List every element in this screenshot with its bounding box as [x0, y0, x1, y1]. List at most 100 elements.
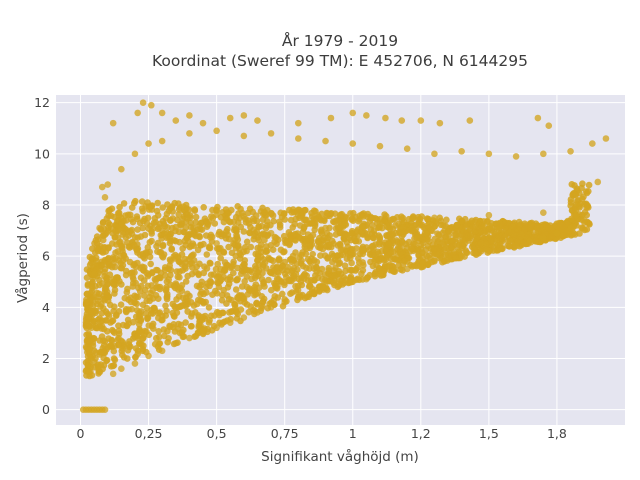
cloud-point: [262, 247, 270, 254]
cloud-point: [225, 218, 233, 225]
data-point-80: [134, 109, 141, 117]
cloud-point: [230, 261, 237, 268]
cloud-point: [111, 290, 118, 297]
cloud-point: [383, 223, 391, 231]
cloud-point: [165, 276, 172, 283]
cloud-point: [95, 366, 102, 374]
cloud-point: [123, 308, 130, 316]
cloud-point: [378, 255, 386, 262]
cloud-point: [160, 220, 168, 228]
cloud-point: [140, 217, 147, 225]
cloud-point: [181, 255, 189, 263]
data-point-66: [376, 142, 384, 150]
x-tick-label-0: 0: [77, 426, 85, 441]
x-axis-label: Signifikant våghöjd (m): [261, 448, 419, 465]
cloud-point: [140, 331, 148, 339]
cloud-point: [187, 299, 195, 306]
cloud-point: [364, 231, 371, 238]
cloud-point: [350, 209, 357, 217]
cloud-point: [568, 215, 575, 223]
cloud-point: [114, 248, 122, 255]
y-axis-label: Vågperiod (s): [14, 213, 31, 303]
cloud-point: [360, 213, 367, 220]
cloud-point: [118, 347, 126, 355]
cloud-point: [247, 287, 255, 295]
cloud-point: [276, 224, 284, 231]
cloud-point: [105, 312, 113, 319]
cloud-point: [482, 228, 489, 235]
cloud-point: [217, 214, 225, 221]
cloud-point: [124, 211, 132, 219]
data-point-14: [93, 245, 101, 252]
cloud-point: [417, 241, 425, 249]
cloud-point: [154, 199, 161, 207]
cloud-point: [268, 286, 275, 294]
cloud-point: [168, 246, 175, 253]
cloud-point: [281, 216, 289, 223]
cloud-point: [160, 326, 168, 333]
cloud-point: [166, 239, 174, 247]
cloud-point: [238, 270, 245, 278]
cloud-point: [182, 302, 189, 310]
data-point-13: [90, 270, 98, 278]
cloud-point: [290, 232, 297, 239]
cloud-point: [145, 322, 153, 329]
data-point-104: [322, 224, 329, 232]
cloud-point: [153, 207, 161, 215]
data-point-47: [499, 245, 506, 252]
cloud-point: [116, 203, 123, 211]
data-point-89: [254, 117, 261, 124]
cloud-point: [110, 281, 118, 289]
cloud-point: [216, 319, 223, 327]
cloud-point: [231, 224, 239, 232]
cloud-point: [120, 200, 128, 207]
cloud-point: [497, 220, 505, 228]
cloud-point: [163, 307, 170, 315]
cloud-point: [353, 228, 361, 235]
cloud-point: [203, 251, 211, 258]
cloud-point: [390, 216, 398, 223]
cloud-point: [315, 238, 322, 246]
cloud-point: [459, 235, 466, 243]
data-point-52: [567, 224, 574, 232]
cloud-point: [118, 221, 125, 228]
cloud-point: [85, 332, 93, 339]
cloud-point: [133, 213, 141, 220]
cloud-point: [288, 209, 296, 216]
cloud-point: [224, 284, 232, 291]
cloud-point: [149, 295, 157, 302]
cloud-point: [247, 303, 254, 310]
cloud-point: [136, 288, 144, 295]
cloud-point: [316, 269, 324, 277]
data-point-94: [382, 114, 389, 122]
x-tick-label-2: 0,5: [207, 426, 227, 441]
cloud-point: [241, 278, 248, 285]
cloud-point: [337, 241, 344, 249]
cloud-point: [343, 214, 350, 222]
cloud-point: [124, 347, 132, 354]
data-point-106: [431, 214, 438, 222]
cloud-point: [324, 234, 331, 242]
cloud-point: [241, 299, 248, 306]
cloud-point: [200, 240, 207, 248]
cloud-point: [123, 239, 131, 246]
data-point-59: [186, 130, 193, 137]
cloud-point: [341, 230, 349, 237]
cloud-point: [585, 188, 592, 195]
data-point-34: [322, 283, 329, 291]
cloud-point: [221, 259, 229, 266]
cloud-point: [253, 228, 261, 235]
cloud-point: [246, 205, 254, 213]
cloud-point: [197, 281, 205, 289]
data-point-38: [376, 270, 384, 278]
cloud-point: [98, 333, 106, 340]
cloud-point: [172, 237, 180, 245]
data-point-56: [131, 150, 139, 158]
cloud-point: [386, 261, 394, 269]
cloud-point: [279, 290, 286, 298]
data-point-61: [240, 132, 248, 140]
cloud-point: [131, 333, 138, 341]
cloud-point: [86, 253, 94, 261]
data-point-35: [335, 281, 343, 288]
cloud-point: [98, 280, 106, 287]
